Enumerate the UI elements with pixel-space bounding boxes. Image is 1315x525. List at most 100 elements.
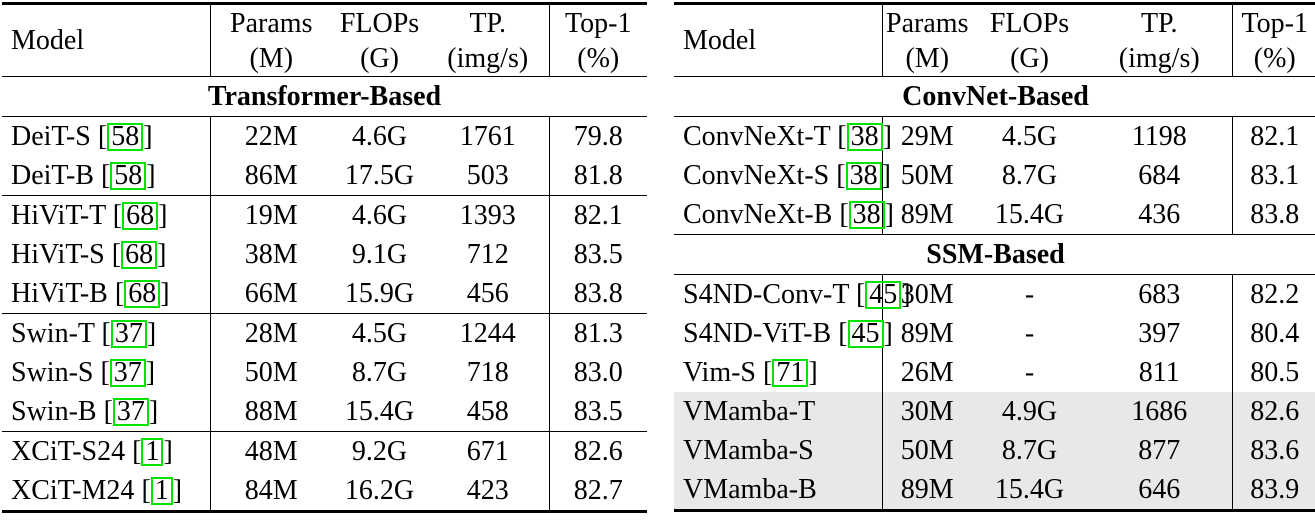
tp-cell: 1686 bbox=[1087, 392, 1233, 431]
section-transformer-based: Transformer-Based DeiT-S [58] 22M 4.6G 1761 7… bbox=[2, 76, 647, 512]
model-name: XCiT-S24 bbox=[11, 436, 126, 467]
citation-link[interactable]: 71 bbox=[772, 359, 809, 387]
column-header-flops: FLOPs (G) bbox=[332, 3, 427, 77]
model-name: Swin-S bbox=[11, 357, 94, 388]
params-cell: 22M bbox=[244, 121, 298, 152]
top1-cell: 83.5 bbox=[573, 396, 623, 427]
table-header: Model Params (M) FLOPs (G) TP. (img/s) Top-1 (%) bbox=[2, 3, 647, 77]
column-header-params: Params (M) bbox=[210, 3, 332, 77]
top1-cell: 83.0 bbox=[573, 357, 623, 388]
table-row: XCiT-S24 [1] 48M 9.2G 671 82.6 bbox=[2, 431, 647, 471]
citation-close-bracket: ] bbox=[901, 279, 911, 310]
citation-open-bracket: [ bbox=[855, 279, 866, 310]
citation-link[interactable]: 37 bbox=[109, 359, 146, 387]
table-row: HiViT-T [68] 19M 4.6G 1393 82.1 bbox=[2, 195, 647, 235]
citation-link[interactable]: 58 bbox=[107, 123, 144, 151]
params-cell: 26M bbox=[900, 357, 954, 388]
citation-close-bracket: ] bbox=[158, 200, 168, 231]
model-cell: Vim-S [71] bbox=[674, 353, 883, 392]
flops-cell: - bbox=[1024, 318, 1035, 349]
tp-cell: 456 bbox=[427, 274, 550, 314]
tp-cell: 436 bbox=[1087, 195, 1233, 235]
citation-link[interactable]: 68 bbox=[121, 241, 158, 269]
citation-close-bracket: ] bbox=[143, 121, 153, 152]
table-row: Vim-S [71] 26M - 811 80.5 bbox=[674, 353, 1315, 392]
model-name: DeiT-B bbox=[11, 160, 94, 191]
model-cell: DeiT-B [58] bbox=[2, 156, 211, 196]
model-name: ConvNeXt-B bbox=[683, 199, 833, 230]
citation-link[interactable]: 68 bbox=[124, 280, 161, 308]
model-cell: ConvNeXt-S [38] bbox=[674, 156, 891, 195]
table-row: Swin-T [37] 28M 4.5G 1244 81.3 bbox=[2, 313, 647, 353]
citation: [68] bbox=[115, 278, 170, 309]
table-row: HiViT-S [68] 38M 9.1G 712 83.5 bbox=[2, 235, 647, 274]
citation-open-bracket: [ bbox=[836, 160, 846, 191]
citation-link[interactable]: 38 bbox=[845, 162, 882, 190]
flops-cell: 4.5G bbox=[1001, 121, 1058, 152]
flops-cell: 8.7G bbox=[351, 357, 408, 388]
citation: [38] bbox=[837, 121, 892, 152]
citation-link[interactable]: 38 bbox=[846, 123, 883, 151]
model-cell: Swin-S [37] bbox=[2, 353, 211, 392]
table-row: ConvNeXt-B [38] 89M 15.4G 436 83.8 bbox=[674, 195, 1315, 235]
tp-cell: 811 bbox=[1087, 353, 1233, 392]
column-header-model: Model bbox=[2, 3, 211, 77]
citation-close-bracket: ] bbox=[157, 239, 167, 270]
params-cell: 30M bbox=[882, 392, 972, 431]
table-row: ConvNeXt-S [38] 50M 8.7G 684 83.1 bbox=[674, 156, 1315, 195]
model-cell: HiViT-B [68] bbox=[2, 274, 211, 314]
column-header-line2: (%) bbox=[577, 42, 620, 74]
citation: [71] bbox=[763, 357, 818, 388]
citation-link[interactable]: 1 bbox=[141, 438, 164, 466]
flops-cell: 4.9G bbox=[972, 392, 1087, 431]
column-header-line1: Params bbox=[230, 7, 313, 39]
flops-cell: 15.4G bbox=[972, 470, 1087, 511]
model-name: DeiT-S bbox=[11, 121, 91, 152]
citation-link[interactable]: 45 bbox=[847, 320, 884, 348]
model-name: HiViT-S bbox=[11, 239, 105, 270]
tp-cell: 877 bbox=[1087, 431, 1233, 470]
column-header-line2: (G) bbox=[1010, 42, 1049, 74]
citation-link[interactable]: 45 bbox=[865, 281, 902, 309]
citation-link[interactable]: 37 bbox=[112, 398, 149, 426]
params-cell: 84M bbox=[244, 475, 298, 506]
params-cell: 88M bbox=[244, 396, 298, 427]
citation-close-bracket: ] bbox=[146, 160, 156, 191]
citation-link[interactable]: 68 bbox=[122, 202, 159, 230]
top1-cell: 83.5 bbox=[573, 239, 623, 270]
params-cell: 30M bbox=[900, 279, 954, 310]
citation-link[interactable]: 1 bbox=[150, 477, 173, 505]
citation-close-bracket: ] bbox=[160, 278, 170, 309]
table-row: S4ND-ViT-B [45] 89M - 397 80.4 bbox=[674, 314, 1315, 353]
column-header-line1: Params bbox=[886, 7, 969, 39]
flops-cell: 8.7G bbox=[972, 431, 1087, 470]
model-cell: VMamba-B bbox=[674, 470, 883, 511]
citation-link[interactable]: 37 bbox=[110, 320, 147, 348]
model-cell: S4ND-ViT-B [45] bbox=[674, 314, 893, 353]
citation-open-bracket: [ bbox=[112, 200, 123, 231]
params-cell: 48M bbox=[210, 431, 332, 471]
column-header-line2: (%) bbox=[1253, 42, 1296, 74]
top1-cell: 80.4 bbox=[1250, 318, 1300, 349]
citation-close-bracket: ] bbox=[172, 475, 183, 506]
model-name: ConvNeXt-S bbox=[683, 160, 830, 191]
citation: [1] bbox=[141, 475, 182, 506]
citation-open-bracket: [ bbox=[132, 436, 142, 467]
model-name: Swin-T bbox=[11, 318, 95, 349]
citation: [58] bbox=[101, 160, 156, 191]
flops-cell: 4.5G bbox=[332, 313, 427, 353]
citation: [38] bbox=[839, 199, 894, 230]
flops-cell: 4.6G bbox=[332, 195, 427, 235]
model-cell: HiViT-T [68] bbox=[2, 195, 211, 235]
model-name: ConvNeXt-T bbox=[683, 121, 831, 152]
citation-link[interactable]: 58 bbox=[110, 162, 147, 190]
column-header-top-1: Top-1 (%) bbox=[549, 3, 647, 77]
citation-close-bracket: ] bbox=[163, 436, 173, 467]
citation-link[interactable]: 38 bbox=[848, 201, 885, 229]
model-name: HiViT-B bbox=[11, 278, 108, 309]
top1-cell: 83.8 bbox=[1250, 199, 1300, 230]
top1-cell: 80.5 bbox=[1250, 357, 1300, 388]
citation: [37] bbox=[102, 318, 157, 349]
tp-cell: 1761 bbox=[427, 116, 550, 156]
top1-cell: 83.1 bbox=[1250, 160, 1300, 191]
